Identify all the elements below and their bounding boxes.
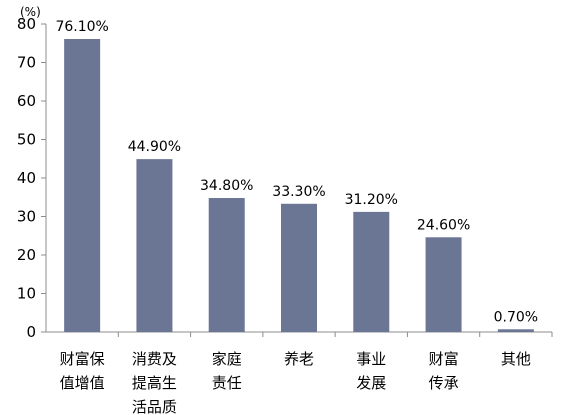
y-tick-label: 60 (17, 92, 36, 110)
data-label: 76.10% (55, 19, 108, 35)
category-label: 财富 (429, 350, 459, 368)
bar (353, 211, 390, 332)
y-axis-ticks: 0 10 20 30 40 50 60 70 80 (17, 15, 46, 341)
data-label: 33.30% (272, 184, 325, 200)
y-tick-label: 80 (17, 15, 36, 33)
category-label: 责任 (212, 374, 242, 392)
data-label: 0.70% (494, 309, 538, 325)
category-label: 发展 (356, 374, 386, 392)
data-label: 44.90% (128, 139, 181, 155)
category-label: 财富保 (60, 350, 105, 368)
data-labels: 76.10% 44.90% 34.80% 33.30% 31.20% 24.60% 0.70… (55, 19, 538, 325)
y-tick-label: 10 (17, 285, 36, 303)
category-label: 传承 (429, 374, 459, 392)
category-label: 家庭 (212, 350, 242, 368)
data-label: 31.20% (345, 192, 398, 208)
y-tick-label: 40 (17, 169, 36, 187)
category-label: 值增值 (60, 374, 105, 392)
y-tick-label: 20 (17, 246, 36, 264)
unit-label: (%) (20, 5, 41, 19)
bar (64, 39, 101, 332)
y-tick-label: 70 (17, 54, 36, 72)
bar (136, 159, 173, 332)
y-tick-label: 0 (26, 323, 36, 341)
bar (497, 329, 534, 332)
category-label: 其他 (501, 350, 531, 368)
category-label: 养老 (284, 350, 314, 368)
y-tick-label: 30 (17, 208, 36, 226)
category-label: 事业 (356, 350, 386, 368)
data-label: 24.60% (417, 217, 470, 233)
bar (208, 198, 245, 332)
bar-series (64, 39, 553, 337)
data-label: 34.80% (200, 178, 253, 194)
category-label: 活品质 (132, 398, 177, 415)
category-label: 提高生 (132, 374, 177, 392)
bar (425, 237, 462, 332)
bar (281, 203, 317, 332)
category-label: 消费及 (132, 350, 177, 368)
y-tick-label: 50 (17, 131, 36, 149)
